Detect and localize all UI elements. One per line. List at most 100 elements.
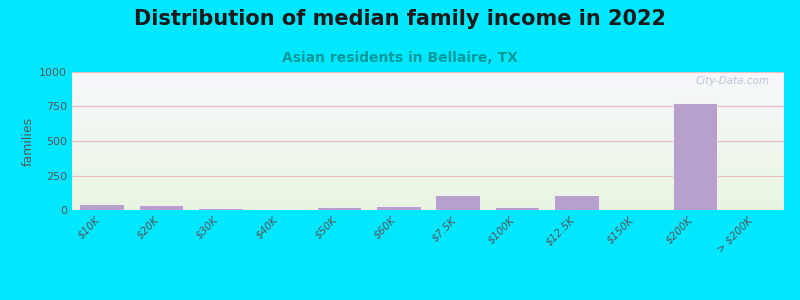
Bar [72,203,784,204]
Bar [72,105,784,106]
Bar [72,136,784,137]
Bar [72,151,784,152]
Bar [72,161,784,162]
Bar [198,208,242,210]
Bar [72,113,784,114]
Bar [72,178,784,179]
Bar [79,205,124,210]
Bar [554,195,598,210]
Bar [72,131,784,132]
Bar [72,98,784,99]
Bar [72,171,784,172]
Bar [72,101,784,102]
Bar [72,169,784,170]
Bar [72,141,784,142]
Bar [72,77,784,78]
Bar [72,190,784,191]
Bar [72,154,784,155]
Bar [72,96,784,97]
Bar [72,84,784,85]
Bar [72,196,784,197]
Bar [72,100,784,101]
Bar [72,193,784,194]
Bar [72,80,784,81]
Bar [72,202,784,203]
Bar [72,126,784,127]
Bar [72,127,784,128]
Bar [317,207,362,210]
Bar [72,86,784,87]
Bar [72,117,784,118]
Bar [72,201,784,202]
Bar [72,87,784,88]
Bar [72,85,784,86]
Bar [72,177,784,178]
Bar [72,125,784,126]
Text: Asian residents in Bellaire, TX: Asian residents in Bellaire, TX [282,51,518,65]
Bar [72,129,784,130]
Bar [72,110,784,111]
Bar [72,119,784,120]
Bar [72,176,784,177]
Bar [72,124,784,125]
Bar [72,94,784,95]
Bar [72,78,784,79]
Bar [72,159,784,160]
Bar [72,188,784,189]
Bar [72,142,784,143]
Bar [72,74,784,75]
Bar [72,199,784,200]
Bar [72,179,784,180]
Bar [376,206,421,210]
Bar [72,202,784,203]
Bar [72,208,784,209]
Bar [72,186,784,187]
Bar [72,156,784,157]
Bar [72,134,784,135]
Bar [72,180,784,181]
Bar [72,185,784,186]
Bar [72,181,784,182]
Bar [72,128,784,129]
Bar [72,104,784,105]
Bar [72,167,784,168]
Bar [72,153,784,154]
Bar [72,82,784,83]
Bar [72,79,784,80]
Bar [72,99,784,100]
Bar [72,206,784,207]
Y-axis label: families: families [22,116,35,166]
Bar [72,83,784,84]
Bar [72,109,784,110]
Bar [72,138,784,139]
Bar [72,145,784,146]
Bar [72,143,784,144]
Bar [72,198,784,199]
Bar [72,120,784,121]
Bar [72,118,784,119]
Bar [72,197,784,198]
Bar [72,81,784,82]
Bar [72,116,784,117]
Bar [72,89,784,90]
Text: City-Data.com: City-Data.com [696,76,770,86]
Bar [72,91,784,92]
Bar [72,173,784,174]
Bar [258,209,302,210]
Bar [72,135,784,136]
Bar [72,97,784,98]
Bar [72,72,784,73]
Bar [72,95,784,96]
Text: Distribution of median family income in 2022: Distribution of median family income in … [134,9,666,29]
Bar [72,164,784,165]
Bar [72,189,784,190]
Bar [72,187,784,188]
Bar [72,111,784,112]
Bar [72,103,784,104]
Bar [72,152,784,153]
Bar [72,140,784,141]
Bar [72,182,784,183]
Bar [72,90,784,91]
Bar [72,192,784,193]
Bar [72,107,784,108]
